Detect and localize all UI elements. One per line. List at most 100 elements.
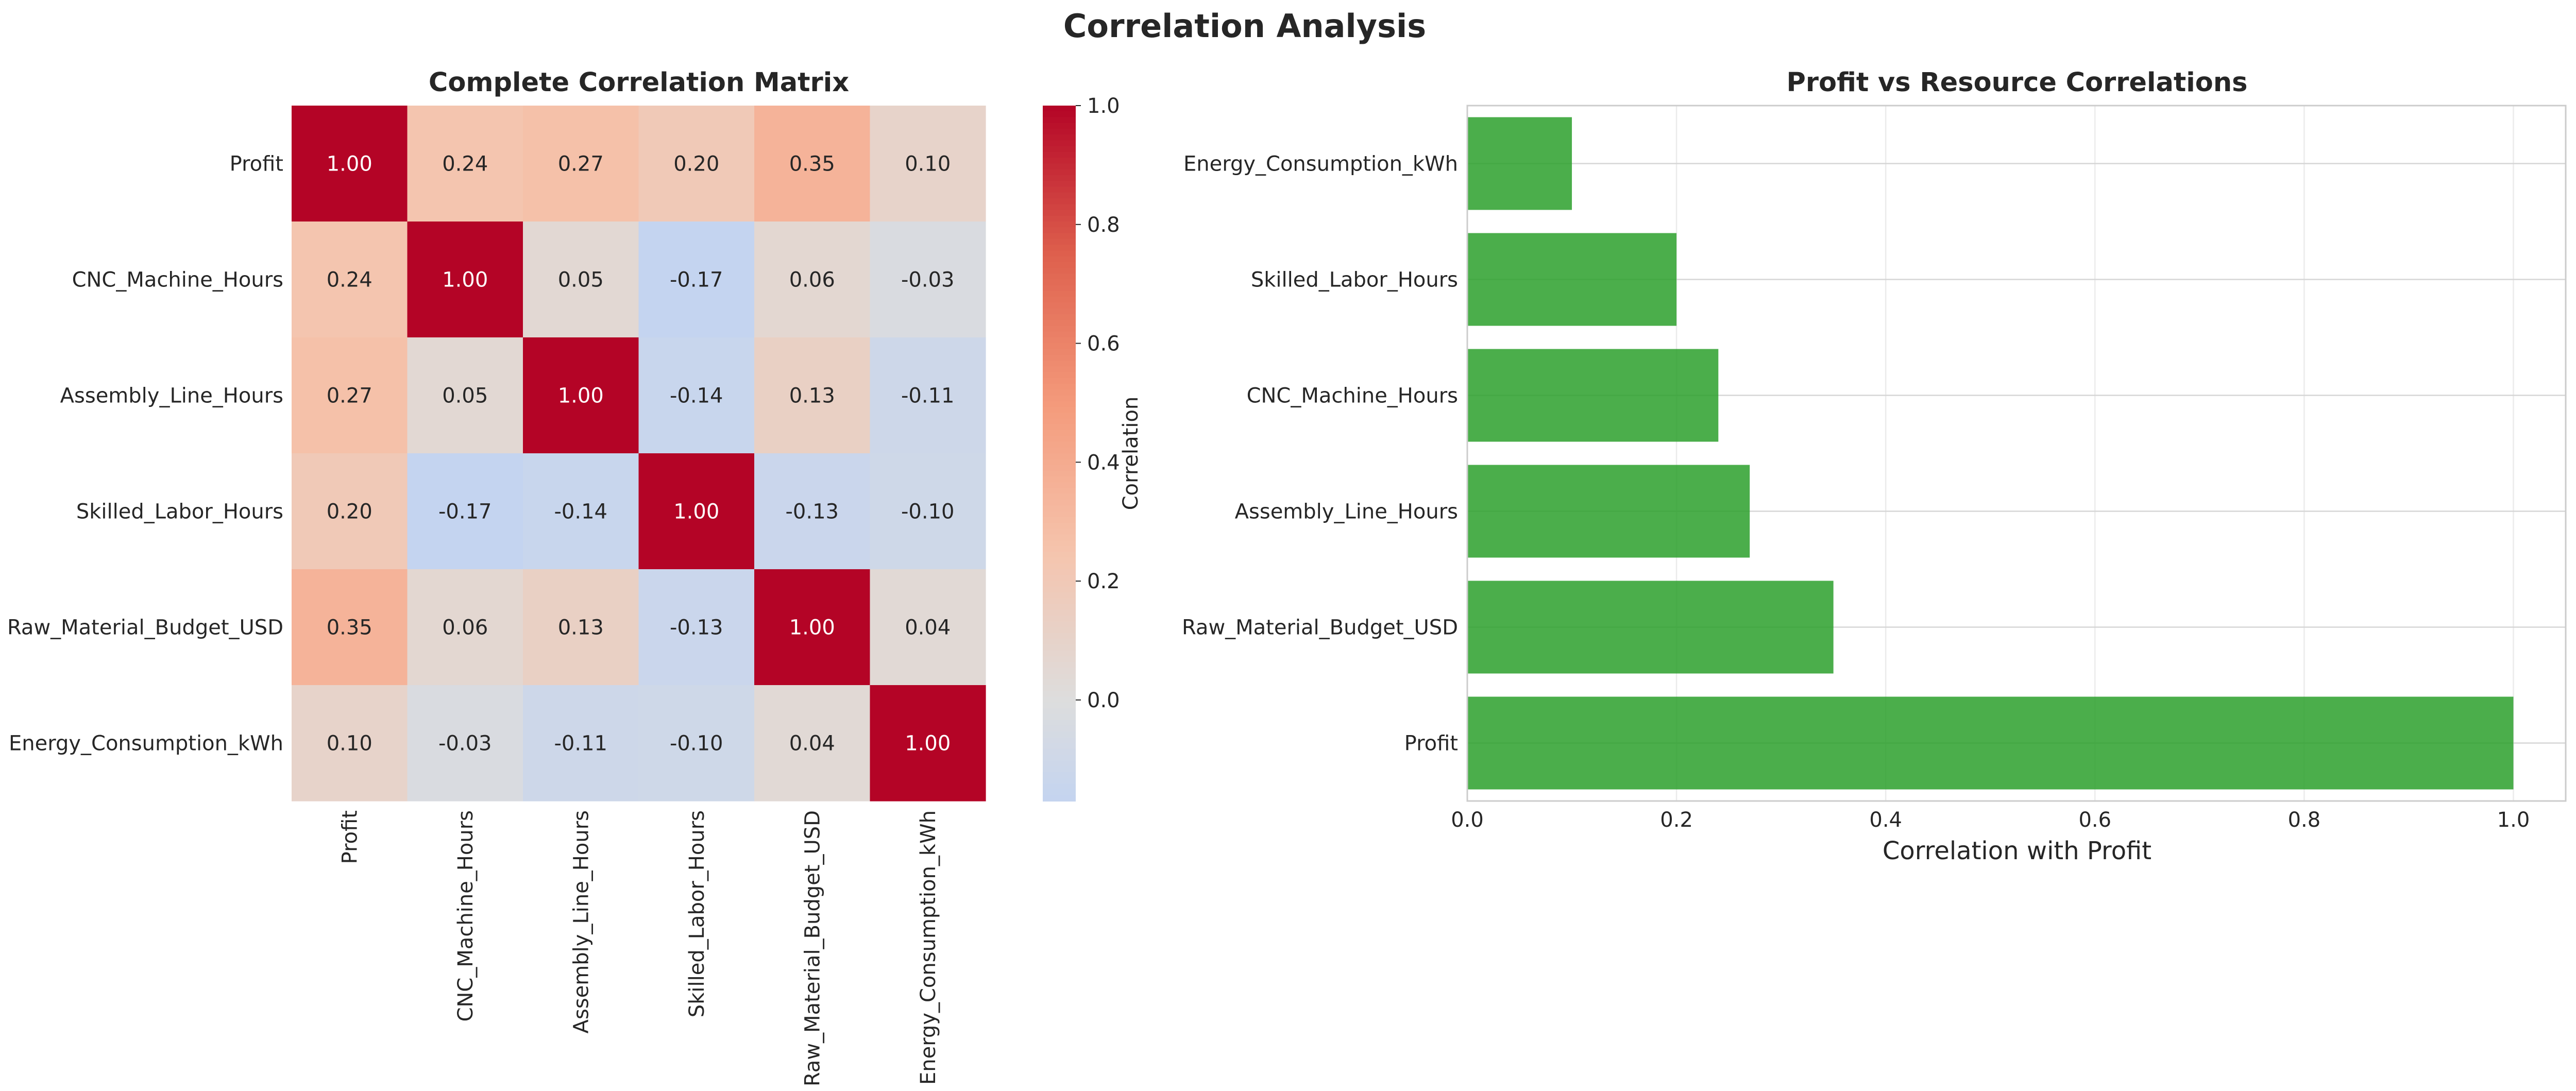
colorbar-segment bbox=[1043, 436, 1076, 442]
heatmap-cell-profit-energy-consumption-kwh bbox=[870, 106, 986, 222]
colorbar-segment bbox=[1043, 447, 1076, 454]
heatmap-cell-assembly-line-hours-cnc-machine-hours bbox=[407, 337, 523, 454]
bar-x-tick-label: 0.0 bbox=[1451, 808, 1484, 832]
heatmap-value-label: 0.06 bbox=[789, 268, 835, 292]
colorbar-segment bbox=[1043, 123, 1076, 129]
heatmap-row-label: Assembly_Line_Hours bbox=[60, 384, 283, 408]
colorbar-segment bbox=[1043, 500, 1076, 506]
heatmap-value-label: -0.17 bbox=[438, 500, 492, 524]
heatmap-cell-cnc-machine-hours-energy-consumption-kwh bbox=[870, 221, 986, 338]
colorbar-segment bbox=[1043, 755, 1076, 761]
colorbar-segment bbox=[1043, 413, 1076, 419]
colorbar-segment bbox=[1043, 158, 1076, 164]
bar-x-tick-label: 0.8 bbox=[2288, 808, 2321, 832]
bar-x-tick-label: 0.4 bbox=[1869, 808, 1902, 832]
heatmap-cell-profit-raw-material-budget-usd bbox=[754, 106, 871, 222]
colorbar-segment bbox=[1043, 204, 1076, 211]
colorbar: 0.0 0.2 0.4 0.6 0.8 1.0 bbox=[1043, 94, 1120, 802]
colorbar-segment bbox=[1043, 465, 1076, 471]
heatmap-value-label: 0.10 bbox=[327, 732, 372, 756]
colorbar-segment bbox=[1043, 314, 1076, 321]
bar-profit bbox=[1467, 696, 2514, 790]
heatmap-row-label: Energy_Consumption_kWh bbox=[9, 732, 283, 756]
colorbar-segment bbox=[1043, 320, 1076, 327]
heatmap-value-label: 0.20 bbox=[327, 500, 372, 524]
colorbar-segment bbox=[1043, 731, 1076, 738]
colorbar-segment bbox=[1043, 262, 1076, 268]
colorbar-segment bbox=[1043, 175, 1076, 182]
bar-category-label: CNC_Machine_Hours bbox=[1247, 384, 1458, 408]
colorbar-tick-label: 0.4 bbox=[1087, 451, 1120, 474]
heatmap-value-label: 1.00 bbox=[673, 500, 719, 524]
colorbar-segment bbox=[1043, 418, 1076, 425]
colorbar-segment bbox=[1043, 656, 1076, 662]
colorbar-segment bbox=[1043, 238, 1076, 245]
colorbar-segment bbox=[1043, 737, 1076, 744]
heatmap-cell-cnc-machine-hours-raw-material-budget-usd bbox=[754, 221, 871, 338]
colorbar-segment bbox=[1043, 256, 1076, 263]
colorbar-segment bbox=[1043, 795, 1076, 802]
heatmap-cell-skilled-labor-hours-energy-consumption-kwh bbox=[870, 453, 986, 570]
heatmap-column-label: CNC_Machine_Hours bbox=[454, 810, 478, 1021]
bar-skilled-labor-hours bbox=[1467, 233, 1677, 326]
heatmap-value-label: 1.00 bbox=[327, 152, 372, 176]
colorbar-segment bbox=[1043, 581, 1076, 587]
bar-plot-area bbox=[1467, 106, 2566, 801]
colorbar-segment bbox=[1043, 192, 1076, 199]
heatmap-value-label: -0.11 bbox=[901, 384, 955, 408]
colorbar-segment bbox=[1043, 343, 1076, 350]
heatmap-cell-assembly-line-hours-profit bbox=[292, 337, 408, 454]
colorbar-tick-label: 0.2 bbox=[1087, 570, 1120, 593]
bar-x-tick-labels: 0.0 0.2 0.4 0.6 0.8 1.0 bbox=[1451, 808, 2530, 832]
heatmap-cell-energy-consumption-kwh-profit bbox=[292, 685, 408, 802]
colorbar-segment bbox=[1043, 546, 1076, 553]
colorbar-segment bbox=[1043, 627, 1076, 634]
heatmap-cell-profit-skilled-labor-hours bbox=[638, 106, 755, 222]
colorbar-segment bbox=[1043, 685, 1076, 692]
heatmap-cell-energy-consumption-kwh-raw-material-budget-usd bbox=[754, 685, 871, 802]
heatmap-value-label: 0.06 bbox=[442, 616, 488, 640]
colorbar-segment bbox=[1043, 523, 1076, 530]
bar-category-label: Skilled_Labor_Hours bbox=[1251, 268, 1458, 292]
bar-x-tick-label: 0.2 bbox=[1660, 808, 1693, 832]
bar-category-label: Profit bbox=[1404, 732, 1458, 756]
colorbar-segment bbox=[1043, 441, 1076, 448]
heatmap-value-label: -0.14 bbox=[554, 500, 608, 524]
bar-x-tick-label: 1.0 bbox=[2497, 808, 2530, 832]
heatmap-cell-skilled-labor-hours-profit bbox=[292, 453, 408, 570]
colorbar-segment bbox=[1043, 673, 1076, 680]
colorbar-segment bbox=[1043, 163, 1076, 170]
colorbar-segment bbox=[1043, 679, 1076, 686]
heatmap-value-label: -0.13 bbox=[670, 616, 723, 640]
heatmap-cell-energy-consumption-kwh-energy-consumption-kwh bbox=[870, 685, 986, 802]
heatmap-cell-profit-cnc-machine-hours bbox=[407, 106, 523, 222]
heatmap-column-label: Profit bbox=[338, 810, 362, 864]
colorbar-segment bbox=[1043, 389, 1076, 396]
colorbar-segment bbox=[1043, 662, 1076, 669]
colorbar-segment bbox=[1043, 285, 1076, 292]
colorbar-segment bbox=[1043, 650, 1076, 657]
heatmap-row-label: Skilled_Labor_Hours bbox=[76, 500, 283, 524]
heatmap-cell-raw-material-budget-usd-assembly-line-hours bbox=[523, 569, 639, 686]
bars bbox=[1467, 117, 2514, 790]
colorbar-segment bbox=[1043, 633, 1076, 639]
colorbar-segment bbox=[1043, 529, 1076, 535]
colorbar-segment bbox=[1043, 783, 1076, 790]
bar-raw-material-budget-usd bbox=[1467, 581, 1834, 674]
heatmap-cell-profit-profit bbox=[292, 106, 408, 222]
heatmap-value-label: 0.35 bbox=[327, 616, 372, 640]
colorbar-segment bbox=[1043, 291, 1076, 298]
colorbar-segment bbox=[1043, 621, 1076, 628]
colorbar-segment bbox=[1043, 476, 1076, 483]
heatmap-cell-skilled-labor-hours-cnc-machine-hours bbox=[407, 453, 523, 570]
colorbar-segment bbox=[1043, 308, 1076, 315]
colorbar-segment bbox=[1043, 714, 1076, 721]
heatmap-value-label: -0.13 bbox=[786, 500, 839, 524]
heatmap-cell-assembly-line-hours-skilled-labor-hours bbox=[638, 337, 755, 454]
bar-x-axis-label: Correlation with Profit bbox=[1883, 837, 2151, 865]
colorbar-segment bbox=[1043, 210, 1076, 216]
colorbar-segment bbox=[1043, 592, 1076, 599]
heatmap-cell-cnc-machine-hours-skilled-labor-hours bbox=[638, 221, 755, 338]
colorbar-segment bbox=[1043, 401, 1076, 407]
heatmap-cells: 1.00 0.24 0.27 0.20 0.35 0.10 0.24 1.00 0.05 -0.1… bbox=[292, 106, 986, 802]
